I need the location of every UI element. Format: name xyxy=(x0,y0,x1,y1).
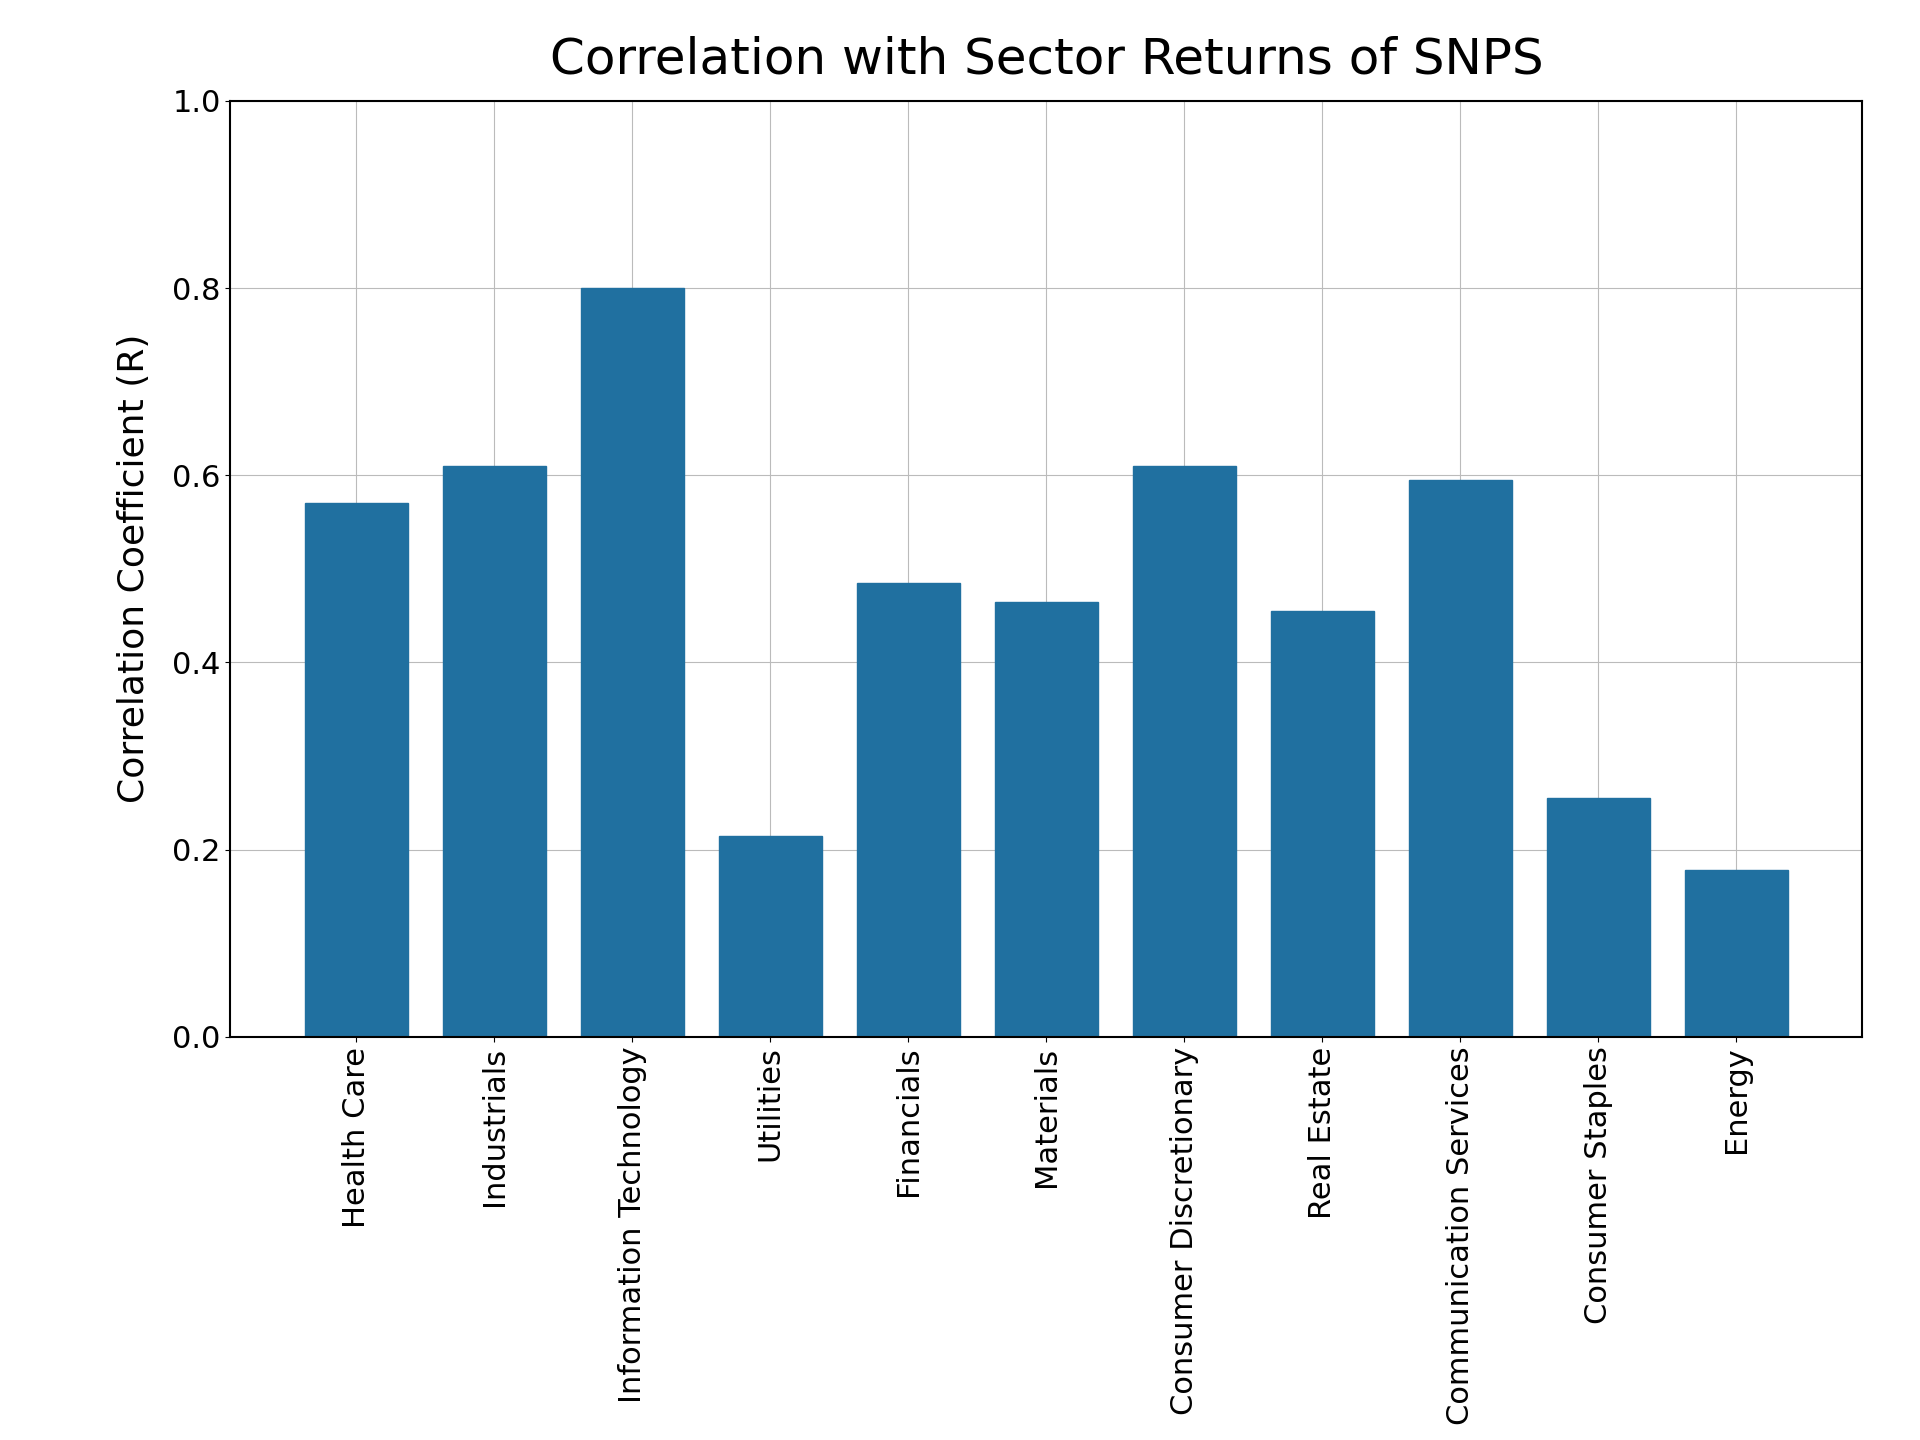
Bar xyxy=(1548,798,1649,1037)
Bar xyxy=(995,602,1098,1037)
Bar xyxy=(856,583,960,1037)
Bar xyxy=(1133,465,1236,1037)
Y-axis label: Correlation Coefficient (R): Correlation Coefficient (R) xyxy=(117,334,152,804)
Bar xyxy=(718,835,822,1037)
Bar xyxy=(305,503,409,1037)
Bar xyxy=(1409,480,1513,1037)
Bar xyxy=(1684,870,1788,1037)
Bar xyxy=(444,465,545,1037)
Bar xyxy=(1271,611,1375,1037)
Bar xyxy=(580,288,684,1037)
Title: Correlation with Sector Returns of SNPS: Correlation with Sector Returns of SNPS xyxy=(549,35,1544,84)
